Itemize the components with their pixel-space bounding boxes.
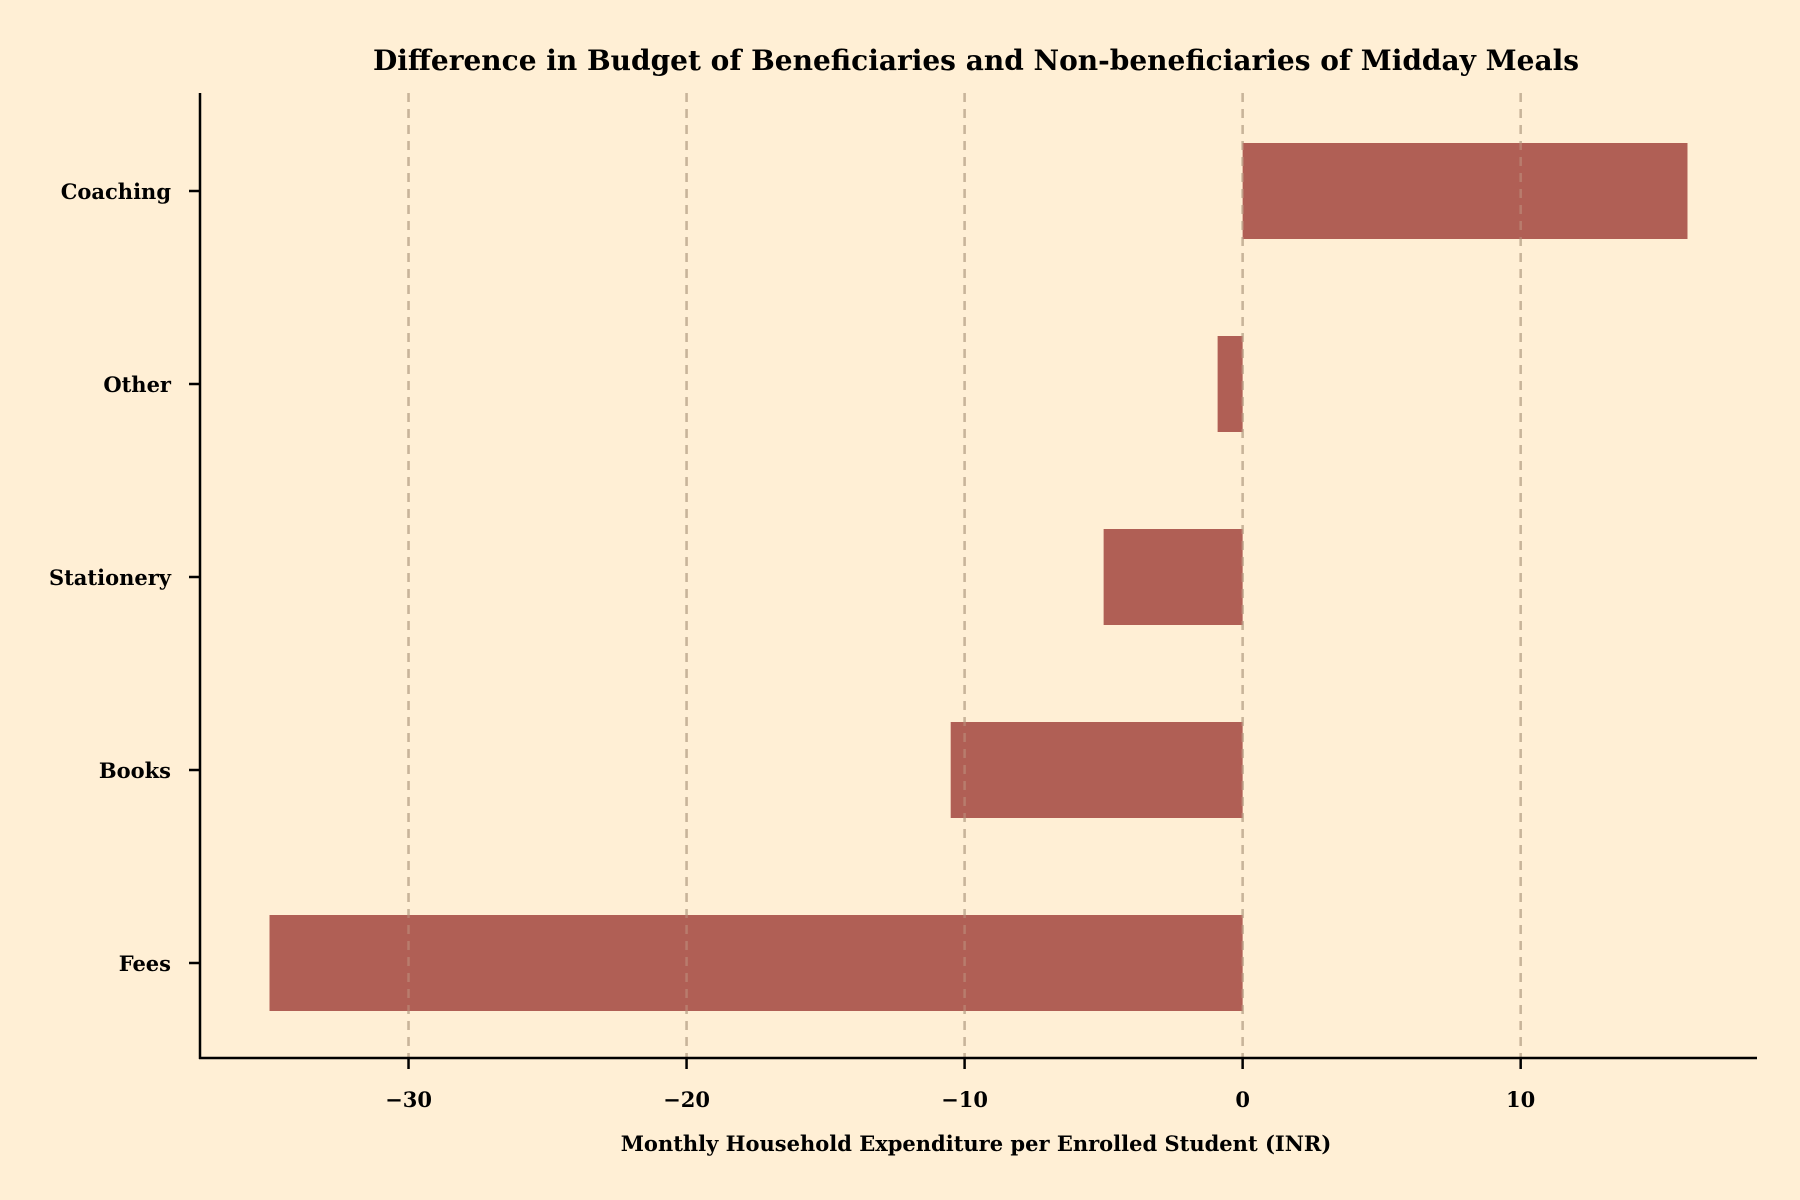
bar-stationery (1103, 529, 1243, 625)
x-tick-label: −30 (385, 1087, 432, 1112)
x-tick-label: 10 (1506, 1087, 1535, 1112)
y-tick-label: Fees (119, 951, 171, 976)
bars (269, 93, 1688, 1058)
y-tick-label: Other (103, 372, 172, 397)
y-tick-label: Coaching (61, 179, 172, 204)
x-axis-label: Monthly Household Expenditure per Enroll… (621, 1131, 1332, 1156)
x-tick-label: −20 (663, 1087, 710, 1112)
x-tick-label: 0 (1235, 1087, 1250, 1112)
bar-fees (269, 915, 1243, 1011)
bar-other (1217, 336, 1243, 432)
y-tick-label: Stationery (49, 565, 172, 590)
y-tick-label: Books (99, 758, 171, 783)
x-tick-label: −10 (941, 1087, 988, 1112)
y-ticks: Coaching Other Stationery Books Fees (49, 179, 200, 976)
bar-books (950, 722, 1243, 818)
bar-coaching (1242, 143, 1688, 239)
chart-title: Difference in Budget of Beneficiaries an… (373, 44, 1579, 77)
x-ticks: −30 −20 −10 0 10 (385, 1058, 1535, 1112)
